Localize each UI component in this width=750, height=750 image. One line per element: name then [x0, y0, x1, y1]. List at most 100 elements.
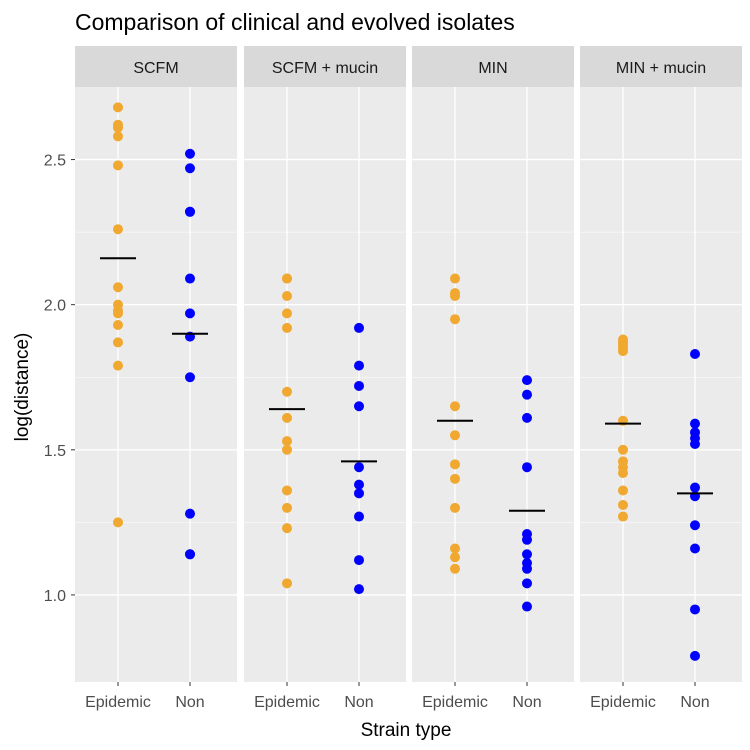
- facet-strip-label: MIN + mucin: [616, 60, 706, 77]
- data-point: [450, 314, 460, 325]
- data-point: [450, 430, 460, 441]
- data-point: [354, 462, 364, 473]
- data-point: [113, 337, 123, 348]
- y-tick-label: 2.5: [44, 153, 66, 170]
- panel-background: [412, 87, 574, 682]
- data-point: [354, 322, 364, 333]
- data-point: [282, 308, 292, 319]
- facet-strip-label: SCFM + mucin: [272, 60, 378, 77]
- x-tick-label: Non: [175, 694, 204, 711]
- facet-strip: [244, 46, 406, 87]
- data-point: [450, 543, 460, 554]
- data-point: [282, 485, 292, 496]
- data-point: [185, 206, 195, 217]
- data-point: [522, 462, 532, 473]
- x-tick-label: Non: [512, 694, 541, 711]
- facet-strip-label: SCFM: [133, 60, 178, 77]
- data-point: [282, 322, 292, 333]
- data-point: [282, 444, 292, 455]
- data-point: [113, 122, 123, 133]
- y-axis: 1.0 1.5 2.0 2.5: [44, 153, 75, 605]
- data-point: [282, 273, 292, 284]
- data-point: [618, 485, 628, 496]
- data-point: [113, 320, 123, 330]
- data-point: [354, 555, 364, 566]
- data-point: [522, 549, 532, 560]
- data-point: [113, 224, 123, 235]
- y-axis-title: log(distance): [12, 333, 33, 442]
- y-tick-label: 1.5: [44, 443, 66, 460]
- data-point: [113, 102, 123, 113]
- data-point: [690, 520, 700, 531]
- data-point: [522, 412, 532, 423]
- data-point: [618, 346, 628, 357]
- x-tick-label: Epidemic: [422, 694, 488, 711]
- data-point: [113, 282, 123, 293]
- data-point: [185, 372, 195, 383]
- data-point: [522, 389, 532, 400]
- panel-background: [580, 87, 742, 682]
- x-tick-label: Epidemic: [85, 694, 151, 711]
- data-point: [522, 563, 532, 574]
- data-point: [185, 308, 195, 319]
- data-point: [354, 511, 364, 522]
- data-point: [450, 290, 460, 301]
- data-point: [618, 468, 628, 479]
- facet-strip-label: MIN: [478, 60, 507, 77]
- facet-panel: SCFM + mucin Epidemic Non: [244, 46, 406, 711]
- data-point: [450, 552, 460, 563]
- data-point: [690, 349, 700, 360]
- data-point: [450, 459, 460, 470]
- data-point: [113, 360, 123, 371]
- data-point: [522, 578, 532, 589]
- data-point: [185, 508, 195, 519]
- data-point: [185, 148, 195, 159]
- facet-strip: [75, 46, 237, 87]
- chart-title: Comparison of clinical and evolved isola…: [75, 9, 515, 35]
- data-point: [354, 488, 364, 499]
- data-point: [522, 534, 532, 545]
- facet-strip: [580, 46, 742, 87]
- data-point: [618, 444, 628, 455]
- data-point: [185, 163, 195, 174]
- data-point: [450, 473, 460, 484]
- x-tick-label: Non: [344, 694, 373, 711]
- x-tick-label: Non: [680, 694, 709, 711]
- facet-panel: SCFM Epidemic Non: [75, 46, 237, 711]
- data-point: [282, 412, 292, 423]
- data-point: [690, 418, 700, 429]
- data-point: [113, 517, 123, 528]
- panel-background: [75, 87, 237, 682]
- data-point: [282, 290, 292, 301]
- data-point: [185, 549, 195, 560]
- data-point: [450, 401, 460, 412]
- data-point: [113, 308, 123, 319]
- data-point: [450, 502, 460, 513]
- data-point: [618, 511, 628, 522]
- data-point: [354, 479, 364, 490]
- data-point: [618, 499, 628, 510]
- facet-panel: MIN + mucin Epidemic Non: [580, 46, 742, 711]
- panel-background: [244, 87, 406, 682]
- x-axis-title: Strain type: [361, 720, 452, 741]
- data-point: [282, 578, 292, 589]
- x-tick-label: Epidemic: [590, 694, 656, 711]
- data-point: [282, 523, 292, 534]
- y-tick-label: 1.0: [44, 588, 66, 605]
- data-point: [185, 273, 195, 284]
- data-point: [113, 160, 123, 171]
- data-point: [354, 360, 364, 371]
- data-point: [282, 386, 292, 397]
- data-point: [690, 650, 700, 661]
- facet-panel: MIN Epidemic Non: [412, 46, 574, 711]
- data-point: [522, 375, 532, 386]
- y-tick-label: 2.0: [44, 298, 66, 315]
- data-point: [450, 273, 460, 284]
- data-point: [282, 436, 292, 447]
- data-point: [354, 584, 364, 595]
- data-point: [450, 563, 460, 574]
- facet-strip: [412, 46, 574, 87]
- data-point: [690, 604, 700, 615]
